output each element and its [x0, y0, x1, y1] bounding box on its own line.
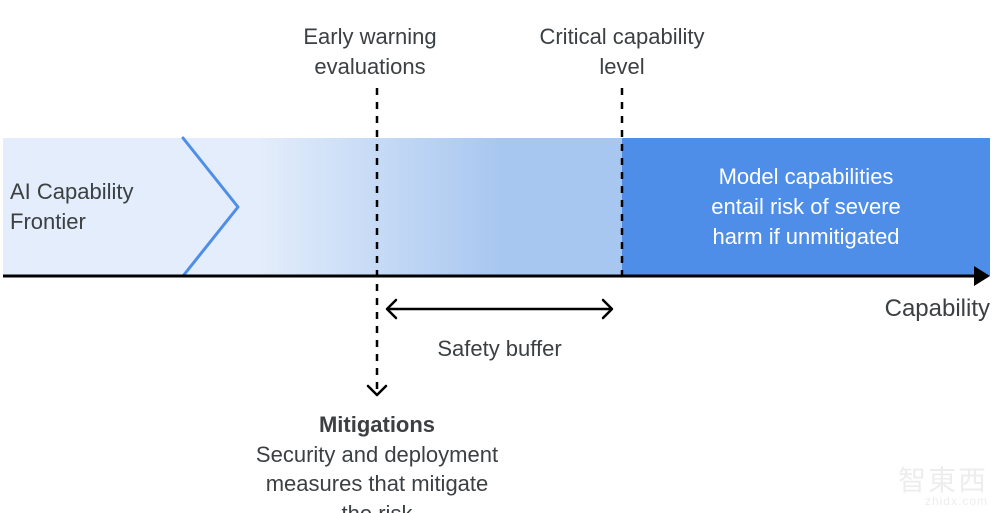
- label-mitigations: MitigationsSecurity and deploymentmeasur…: [217, 410, 537, 513]
- label-critical-level: Critical capabilitylevel: [482, 22, 762, 81]
- watermark: 智東西 zhidx.com: [898, 467, 988, 507]
- label-early-warning: Early warningevaluations: [240, 22, 500, 81]
- bar-text-frontier: AI CapabilityFrontier: [10, 177, 190, 236]
- axis-label-capability: Capability: [885, 293, 990, 325]
- bar-text-critical: Model capabilitiesentail risk of severeh…: [666, 162, 946, 251]
- label-safety-buffer: Safety buffer: [400, 334, 600, 364]
